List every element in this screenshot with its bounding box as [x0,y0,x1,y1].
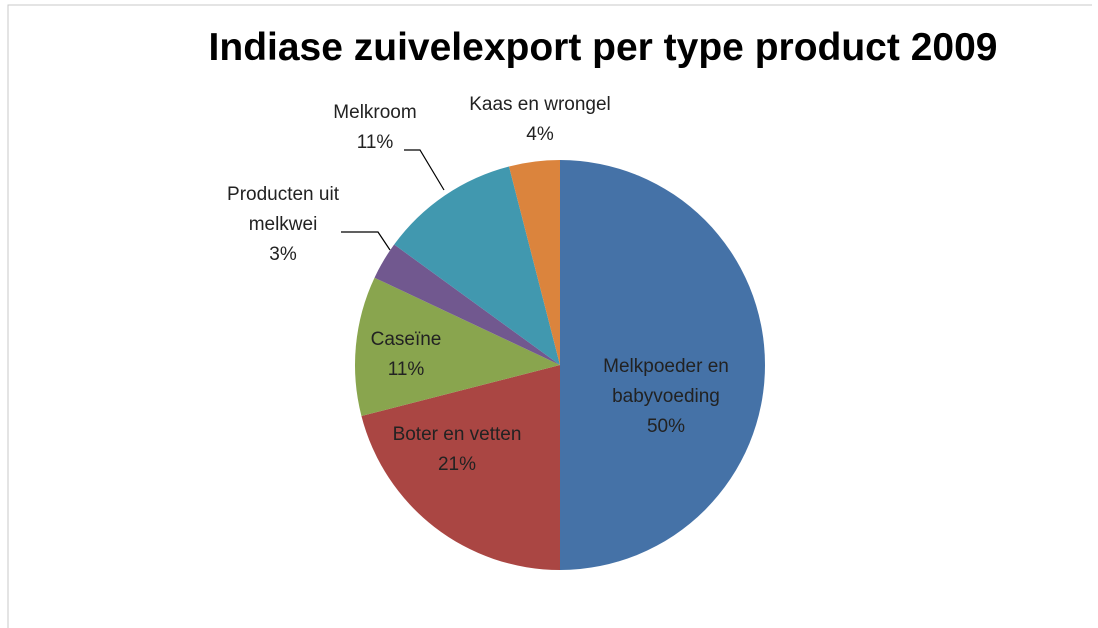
data-label: Melkroom 11% [315,98,435,158]
data-label: Melkpoeder en babyvoeding 50% [581,352,751,442]
slice-name: Producten uit melkwei [227,184,339,235]
slice-value: 4% [526,124,554,145]
data-label: Kaas en wrongel 4% [450,90,630,150]
data-label: Producten uit melkwei 3% [203,180,363,270]
leader-line [341,231,391,251]
pie [355,160,765,570]
slice-value: 21% [437,454,477,475]
pie-slice [374,244,560,365]
pie-slice [509,160,560,365]
data-label: Boter en vetten 21% [372,420,542,480]
slice-value: 3% [269,244,297,265]
slice-value: 11% [356,132,394,153]
pie-slice [361,365,560,570]
data-label: Caseïne 11% [356,325,456,385]
chart-border [7,4,1092,628]
slice-name: Melkroom [333,102,417,123]
leader-line [404,149,445,191]
chart-title: Indiase zuivelexport per type product 20… [208,26,998,69]
slice-value: 50% [646,416,686,437]
pie-slice [355,277,560,416]
slice-name: Melkpoeder en babyvoeding [603,356,729,407]
slice-name: Caseïne [370,329,442,350]
slice-name: Kaas en wrongel [469,94,611,115]
slice-name: Boter en vetten [392,424,522,445]
pie-slice [560,160,765,570]
slice-value: 11% [387,359,425,380]
pie-slice [394,166,560,365]
